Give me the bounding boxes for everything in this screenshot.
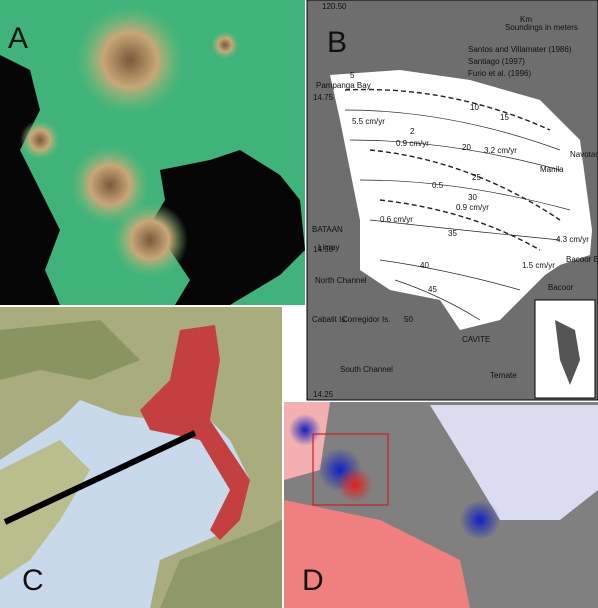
sounding-label: 0.5 — [432, 181, 444, 190]
sounding-label: 20 — [462, 143, 471, 152]
sounding-label: 40 — [420, 261, 429, 270]
sounding-label: 50 — [404, 315, 413, 324]
sounding-label: 35 — [448, 229, 457, 238]
place-name: Manila — [540, 165, 564, 174]
figure: A B 120.5014.7514.5014.25KmSoundings in … — [0, 0, 598, 608]
rate-label: 3.2 cm/yr — [484, 146, 517, 155]
panel-a: A — [0, 0, 305, 305]
rate-label: 0.9 cm/yr — [456, 203, 489, 212]
rate-label: 0.6 cm/yr — [380, 215, 413, 224]
panel-c: C — [0, 307, 282, 608]
panel-label: B — [327, 26, 347, 59]
panel-label: A — [8, 22, 28, 55]
rate-label: 4.3 cm/yr — [556, 235, 589, 244]
panel-d: D — [284, 402, 598, 608]
sounding-label: 25 — [472, 173, 481, 182]
place-name: Bacoor — [548, 283, 574, 292]
place-name: Navotas — [570, 150, 598, 159]
sounding-label: 5 — [350, 71, 355, 80]
place-name: Pampanga Bay — [316, 81, 371, 90]
place-name: Corregidor Is. — [342, 315, 390, 324]
place-name: South Channel — [340, 365, 393, 374]
coordinate: 14.25 — [313, 390, 334, 399]
place-name: BATAAN — [312, 225, 343, 234]
rate-label: 5.5 cm/yr — [352, 117, 385, 126]
place-name: North Channel — [315, 276, 367, 285]
legend-entry: Santos and Villamater (1986) — [468, 45, 572, 54]
place-name: Cabalit Is. — [312, 315, 348, 324]
place-name: CAVITE — [462, 335, 490, 344]
place-name: Bacoor Bay — [566, 255, 598, 264]
legend-entry: Santiago (1997) — [468, 57, 525, 66]
sounding-label: 2 — [410, 127, 415, 136]
place-name: Ternate — [490, 371, 517, 380]
coordinate: 120.50 — [322, 2, 347, 11]
rate-label: 1.5 cm/yr — [522, 261, 555, 270]
place-name: Limay — [318, 243, 339, 252]
sounding-label: 10 — [470, 103, 479, 112]
coordinate: 14.75 — [313, 93, 334, 102]
sounding-label: 45 — [428, 285, 437, 294]
panel-label: D — [302, 564, 324, 597]
legend-entry: Furio et al. (1996) — [468, 69, 531, 78]
sounding-label: 15 — [500, 113, 509, 122]
panel-label: C — [22, 564, 44, 597]
rate-label: 0.9 cm/yr — [396, 139, 429, 148]
scale-caption: Soundings in meters — [505, 23, 578, 32]
sounding-label: 30 — [468, 193, 477, 202]
